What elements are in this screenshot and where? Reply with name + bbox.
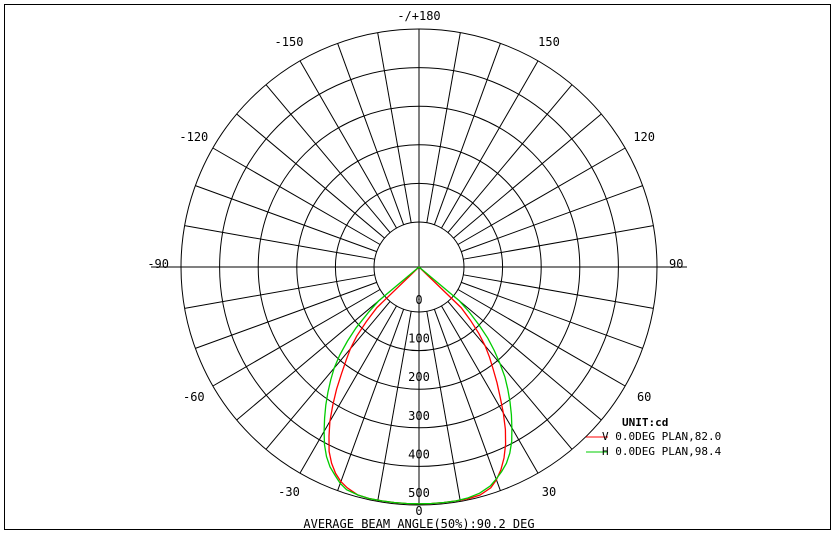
grid-spoke <box>236 113 385 239</box>
grid-spoke <box>212 289 381 387</box>
radial-tick-label: 200 <box>408 370 430 384</box>
grid-spoke <box>337 309 405 491</box>
radial-tick-label: 300 <box>408 409 430 423</box>
footer-text: AVERAGE BEAM ANGLE(50%):90.2 DEG <box>303 517 534 531</box>
grid-spoke <box>212 147 381 245</box>
grid-spoke <box>461 185 643 253</box>
angle-label: 150 <box>538 35 560 49</box>
angle-label: -/+180 <box>397 9 440 23</box>
angle-label: 90 <box>669 257 683 271</box>
legend-label-v: V 0.0DEG PLAN,82.0 <box>602 430 721 443</box>
angle-label: 120 <box>633 130 655 144</box>
legend: UNIT:cd V 0.0DEG PLAN,82.0 H 0.0DEG PLAN… <box>586 416 722 458</box>
grid-spoke <box>299 305 397 474</box>
angle-label: 0 <box>415 504 422 518</box>
grid-spoke <box>463 225 654 260</box>
angle-label: 30 <box>542 485 556 499</box>
grid-spoke <box>441 305 539 474</box>
series-line-h <box>323 266 513 505</box>
grid-spoke <box>265 84 391 233</box>
grid-spoke <box>337 43 405 225</box>
grid-spoke <box>265 301 391 450</box>
grid-spoke <box>184 274 375 309</box>
grid-spoke <box>433 309 501 491</box>
grid-spoke <box>457 147 626 245</box>
grid-spoke <box>433 43 501 225</box>
radial-tick-label: 100 <box>408 332 430 346</box>
grid-spoke <box>447 84 573 233</box>
grid-spoke <box>453 113 602 239</box>
radial-tick-label: 0 <box>415 293 422 307</box>
angle-label: -120 <box>179 130 208 144</box>
radial-tick-label: 400 <box>408 447 430 461</box>
grid-spoke <box>426 311 461 502</box>
grid-spoke <box>463 274 654 309</box>
angle-label: -30 <box>278 485 300 499</box>
series-layer <box>323 266 513 505</box>
angle-labels: -/+180 150 -150 120 -120 90 -90 60 -60 30 -30 0 <box>147 9 683 518</box>
grid-spoke <box>447 301 573 450</box>
grid-spoke <box>299 60 397 229</box>
grid-spoke <box>461 281 643 349</box>
grid-spoke <box>195 281 377 349</box>
unit-label: UNIT:cd <box>622 416 668 429</box>
chart-frame <box>4 4 831 530</box>
grid-spoke <box>441 60 539 229</box>
grid-spoke <box>426 32 461 223</box>
grid-spoke <box>184 225 375 260</box>
grid-spoke <box>377 311 412 502</box>
legend-label-h: H 0.0DEG PLAN,98.4 <box>602 445 722 458</box>
grid-spoke <box>195 185 377 253</box>
angle-label: -90 <box>147 257 169 271</box>
angle-label: -60 <box>183 390 205 404</box>
grid-spoke <box>236 295 385 421</box>
grid-spoke <box>457 289 626 387</box>
angle-label: 60 <box>637 390 651 404</box>
grid-spoke <box>453 295 602 421</box>
angle-label: -150 <box>275 35 304 49</box>
radial-labels: 0 100 200 300 400 500 <box>408 293 430 500</box>
radial-tick-label: 500 <box>408 486 430 500</box>
grid-spoke <box>377 32 412 223</box>
